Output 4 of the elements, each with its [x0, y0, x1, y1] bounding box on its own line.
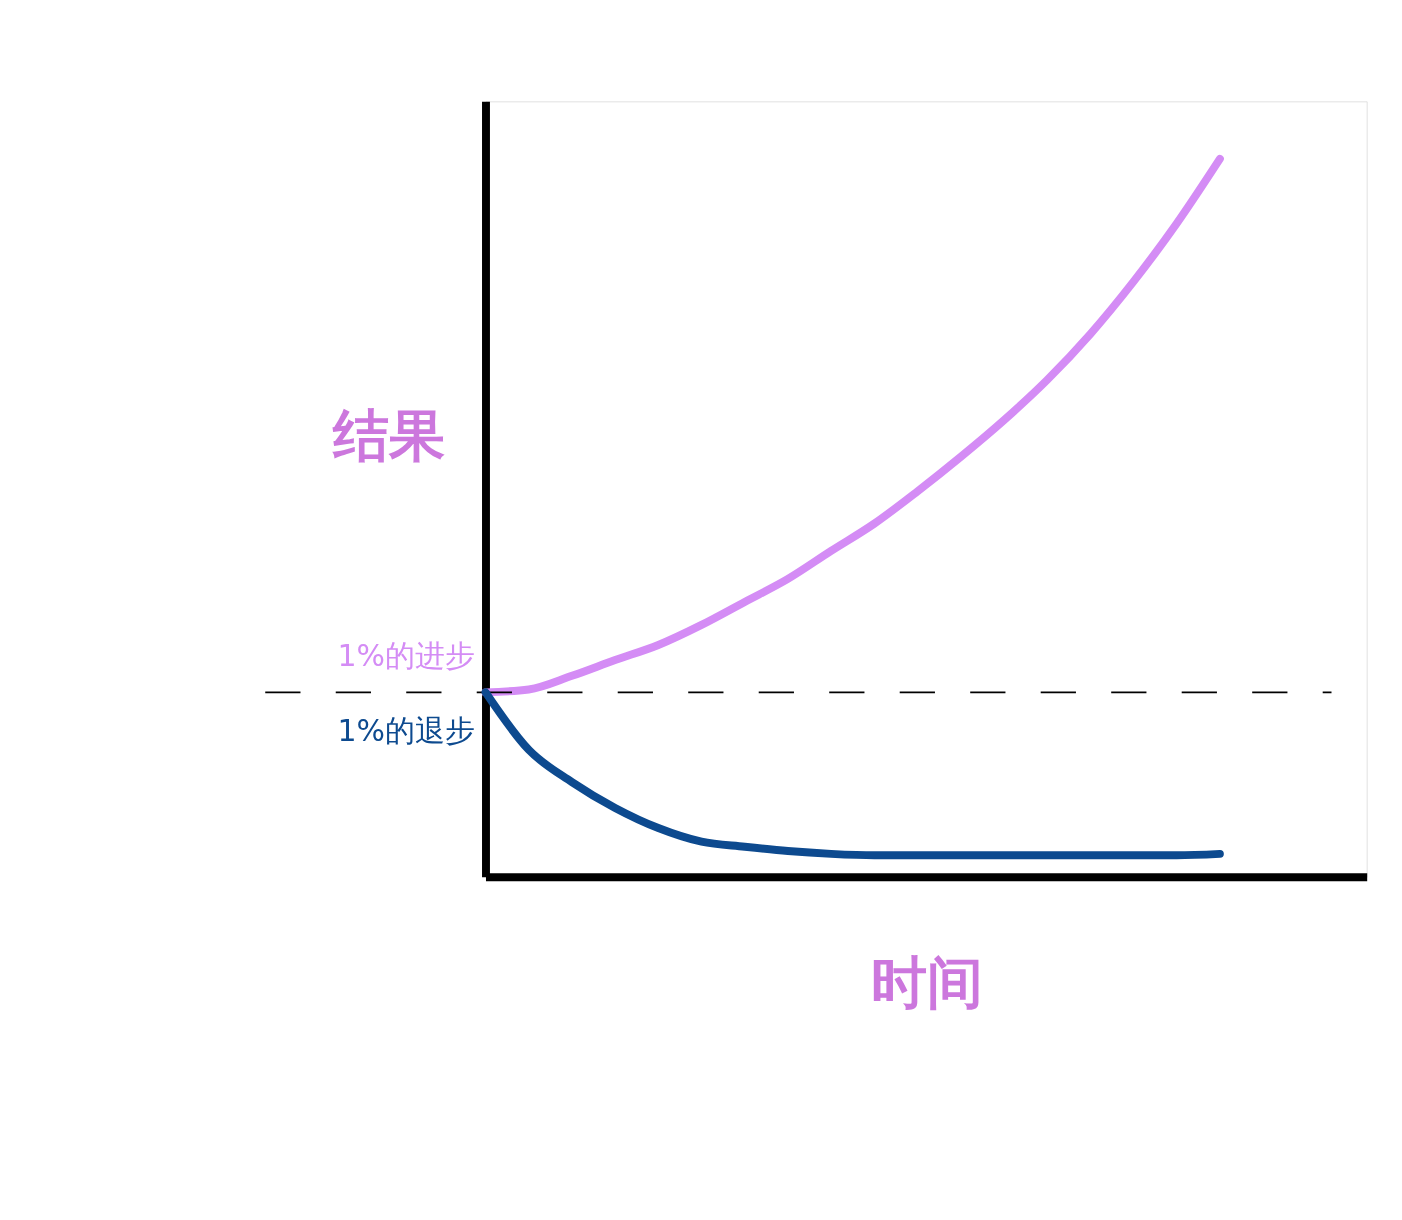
series-label: 1%的进步: [337, 637, 475, 673]
series-label: 1%的退步: [337, 712, 475, 748]
y-axis-title: 结果: [332, 402, 446, 468]
x-axis-title: 时间: [870, 949, 983, 1015]
